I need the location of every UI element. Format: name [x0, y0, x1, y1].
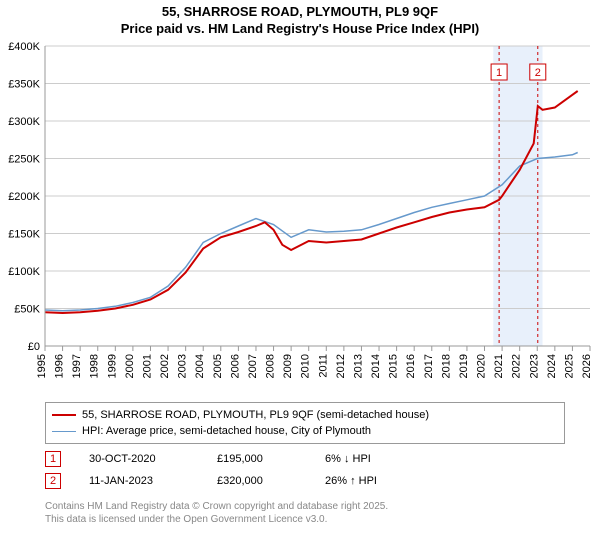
svg-text:2013: 2013 — [352, 354, 364, 378]
svg-text:2001: 2001 — [141, 354, 153, 378]
copyright-line-2: This data is licensed under the Open Gov… — [45, 513, 388, 526]
svg-text:1995: 1995 — [36, 354, 48, 378]
svg-text:1998: 1998 — [89, 354, 101, 378]
svg-text:2011: 2011 — [317, 354, 329, 378]
marker-badge-2: 2 — [45, 473, 61, 489]
svg-text:2019: 2019 — [458, 354, 470, 378]
svg-text:2014: 2014 — [370, 354, 382, 378]
txn-date-2: 11-JAN-2023 — [89, 475, 189, 487]
svg-text:1996: 1996 — [54, 354, 66, 378]
svg-text:1999: 1999 — [106, 354, 118, 378]
txn-date-1: 30-OCT-2020 — [89, 453, 189, 465]
legend-row-1: 55, SHARROSE ROAD, PLYMOUTH, PL9 9QF (se… — [52, 407, 558, 423]
transactions-table: 1 30-OCT-2020 £195,000 6% ↓ HPI 2 11-JAN… — [45, 448, 377, 492]
svg-text:£50K: £50K — [14, 303, 40, 315]
legend-swatch-1 — [52, 414, 76, 416]
chart-svg: £0 £50K £100K £150K £200K £250K £300K £350K £400… — [0, 38, 600, 398]
svg-text:£0: £0 — [28, 341, 40, 353]
legend-label-2: HPI: Average price, semi-detached house,… — [82, 423, 371, 439]
legend-box: 55, SHARROSE ROAD, PLYMOUTH, PL9 9QF (se… — [45, 402, 565, 444]
svg-text:2: 2 — [535, 67, 541, 79]
marker-badge-1: 1 — [45, 451, 61, 467]
title-line-2: Price paid vs. HM Land Registry's House … — [0, 21, 600, 38]
svg-text:2010: 2010 — [300, 354, 312, 378]
svg-text:2022: 2022 — [511, 354, 523, 378]
svg-text:1: 1 — [496, 67, 502, 79]
svg-text:£100K: £100K — [8, 266, 40, 278]
svg-text:£300K: £300K — [8, 116, 40, 128]
svg-text:2020: 2020 — [476, 354, 488, 378]
legend-row-2: HPI: Average price, semi-detached house,… — [52, 423, 558, 439]
svg-text:2005: 2005 — [212, 354, 224, 378]
copyright-line-1: Contains HM Land Registry data © Crown c… — [45, 500, 388, 513]
svg-text:2009: 2009 — [282, 354, 294, 378]
svg-text:2021: 2021 — [493, 354, 505, 378]
svg-text:£150K: £150K — [8, 228, 40, 240]
svg-text:2000: 2000 — [124, 354, 136, 378]
chart-area: £0 £50K £100K £150K £200K £250K £300K £350K £400… — [0, 38, 600, 398]
svg-text:2007: 2007 — [247, 354, 259, 378]
svg-text:2003: 2003 — [177, 354, 189, 378]
svg-text:1997: 1997 — [71, 354, 83, 378]
svg-text:2004: 2004 — [194, 354, 206, 378]
txn-price-2: £320,000 — [217, 475, 297, 487]
svg-text:£250K: £250K — [8, 153, 40, 165]
legend-label-1: 55, SHARROSE ROAD, PLYMOUTH, PL9 9QF (se… — [82, 407, 429, 423]
copyright-block: Contains HM Land Registry data © Crown c… — [45, 500, 388, 526]
svg-text:2012: 2012 — [335, 354, 347, 378]
chart-title-block: 55, SHARROSE ROAD, PLYMOUTH, PL9 9QF Pri… — [0, 0, 600, 38]
svg-text:2017: 2017 — [423, 354, 435, 378]
svg-text:2024: 2024 — [546, 354, 558, 378]
svg-text:2026: 2026 — [581, 354, 593, 378]
txn-delta-1: 6% ↓ HPI — [325, 453, 371, 465]
svg-text:2015: 2015 — [388, 354, 400, 378]
legend-swatch-2 — [52, 431, 76, 432]
title-line-1: 55, SHARROSE ROAD, PLYMOUTH, PL9 9QF — [0, 4, 600, 21]
svg-text:2018: 2018 — [440, 354, 452, 378]
svg-text:2025: 2025 — [563, 354, 575, 378]
svg-text:2008: 2008 — [265, 354, 277, 378]
svg-text:£400K: £400K — [8, 41, 40, 53]
svg-text:2002: 2002 — [159, 354, 171, 378]
transaction-row-1: 1 30-OCT-2020 £195,000 6% ↓ HPI — [45, 448, 377, 470]
transaction-row-2: 2 11-JAN-2023 £320,000 26% ↑ HPI — [45, 470, 377, 492]
svg-text:2006: 2006 — [229, 354, 241, 378]
svg-text:2023: 2023 — [528, 354, 540, 378]
txn-delta-2: 26% ↑ HPI — [325, 475, 377, 487]
svg-text:£200K: £200K — [8, 191, 40, 203]
txn-price-1: £195,000 — [217, 453, 297, 465]
svg-text:2016: 2016 — [405, 354, 417, 378]
svg-text:£350K: £350K — [8, 78, 40, 90]
